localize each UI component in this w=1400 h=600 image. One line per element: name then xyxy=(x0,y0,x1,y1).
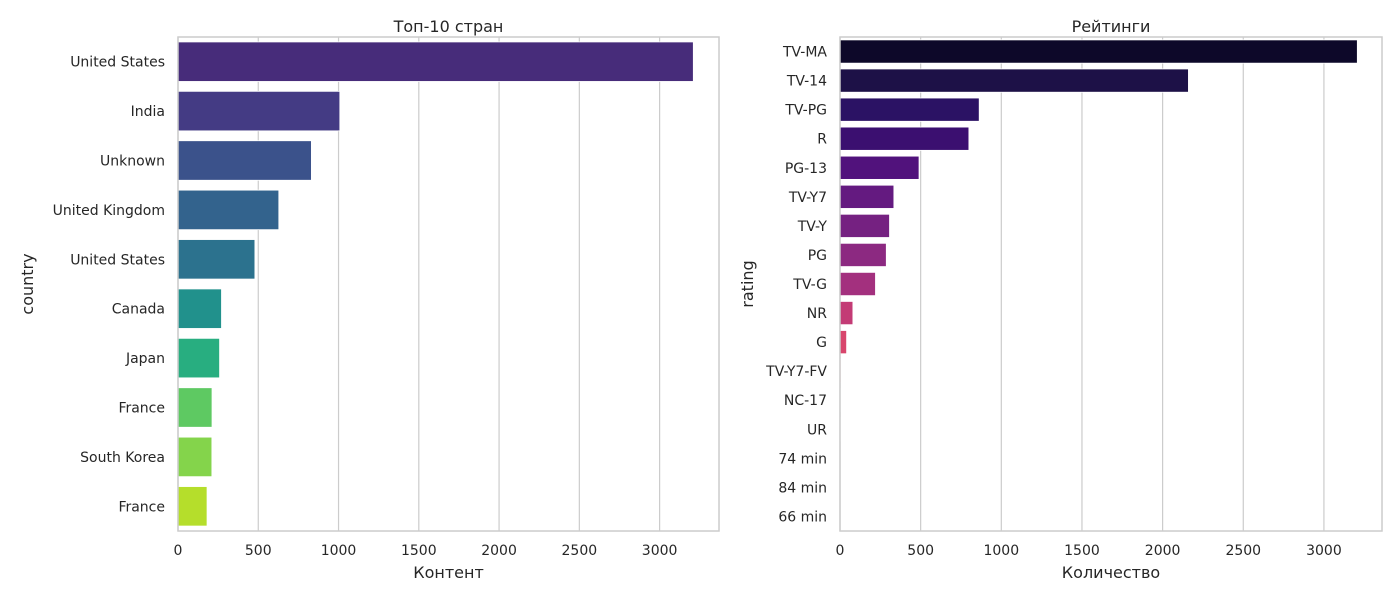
countries-category-label: United Kingdom xyxy=(53,203,165,219)
countries-bar xyxy=(177,486,208,527)
countries-title: Топ-10 стран xyxy=(393,17,504,36)
countries-category-label: Japan xyxy=(125,351,165,367)
countries-plot-frame xyxy=(177,36,720,532)
ratings-bar xyxy=(839,126,970,151)
ratings-bar xyxy=(839,213,890,238)
countries-x-axis-label: Контент xyxy=(413,563,484,582)
ratings-x-tick-label: 2500 xyxy=(1225,543,1261,559)
countries-category-label: United States xyxy=(70,55,165,71)
ratings-x-tick-label: 0 xyxy=(836,543,845,559)
ratings-bar xyxy=(839,301,854,326)
ratings-category-label: PG-13 xyxy=(785,161,827,177)
ratings-category-label: UR xyxy=(807,422,827,438)
countries-chart: United States India Unknown United Kingdom U… xyxy=(18,17,720,582)
countries-category-label: South Korea xyxy=(80,450,165,466)
ratings-category-label: TV-Y7-FV xyxy=(765,364,827,380)
ratings-category-label: TV-PG xyxy=(784,103,827,119)
countries-category-label: Unknown xyxy=(100,154,165,170)
countries-bar xyxy=(177,90,341,132)
ratings-category-label: PG xyxy=(808,248,827,264)
ratings-chart: TV-MA TV-14 TV-PG R PG-13 TV-Y7 TV-Y PG TV-G NR GT… xyxy=(738,17,1383,582)
countries-bar xyxy=(177,189,280,231)
ratings-category-label: NR xyxy=(807,306,827,322)
countries-y-axis-label: country xyxy=(18,253,37,314)
ratings-bar xyxy=(839,271,876,297)
ratings-category-label: 84 min xyxy=(778,480,827,496)
countries-x-tick-label: 3000 xyxy=(642,543,678,559)
countries-category-label: France xyxy=(118,499,165,515)
countries-bar xyxy=(177,239,256,280)
ratings-bar xyxy=(839,155,920,180)
countries-category-label: France xyxy=(118,401,165,417)
countries-bar xyxy=(177,337,220,379)
countries-bar xyxy=(177,288,222,329)
ratings-title: Рейтинги xyxy=(1072,17,1151,36)
ratings-bar xyxy=(839,330,848,355)
countries-x-tick-label: 1000 xyxy=(321,543,357,559)
countries-bar xyxy=(177,436,213,478)
ratings-category-label: 74 min xyxy=(778,451,827,467)
countries-x-tick-label: 0 xyxy=(174,543,183,559)
countries-category-label: India xyxy=(131,104,165,120)
ratings-category-label: TV-Y xyxy=(797,219,828,235)
countries-x-tick-label: 2000 xyxy=(481,543,517,559)
countries-x-tick-label: 2500 xyxy=(562,543,598,559)
ratings-category-label: NC-17 xyxy=(784,393,827,409)
ratings-y-axis-label: rating xyxy=(738,260,757,307)
countries-x-tick-label: 500 xyxy=(245,543,272,559)
ratings-bar xyxy=(839,184,895,209)
ratings-bar xyxy=(839,242,887,267)
ratings-x-tick-label: 1500 xyxy=(1064,543,1100,559)
ratings-category-label: TV-G xyxy=(792,277,827,293)
ratings-bar xyxy=(839,39,1358,64)
ratings-category-label: G xyxy=(816,335,827,351)
countries-category-label: United States xyxy=(70,252,165,268)
ratings-plot-frame xyxy=(839,36,1383,532)
ratings-x-tick-label: 3000 xyxy=(1306,543,1342,559)
countries-x-tick-label: 1500 xyxy=(401,543,437,559)
ratings-category-label: 66 min xyxy=(778,509,827,525)
ratings-category-label: R xyxy=(817,132,827,148)
ratings-x-axis-label: Количество xyxy=(1062,563,1160,582)
ratings-x-tick-label: 500 xyxy=(907,543,934,559)
ratings-x-tick-label: 1000 xyxy=(983,543,1019,559)
countries-bar xyxy=(177,41,694,82)
ratings-bar xyxy=(839,68,1189,93)
ratings-category-label: TV-Y7 xyxy=(788,190,827,206)
ratings-category-label: TV-MA xyxy=(782,45,827,61)
countries-bar xyxy=(177,140,312,181)
ratings-bar xyxy=(839,97,980,122)
countries-bar xyxy=(177,387,213,428)
countries-category-label: Canada xyxy=(112,302,165,318)
ratings-category-label: TV-14 xyxy=(786,74,827,90)
ratings-x-tick-label: 2000 xyxy=(1145,543,1181,559)
